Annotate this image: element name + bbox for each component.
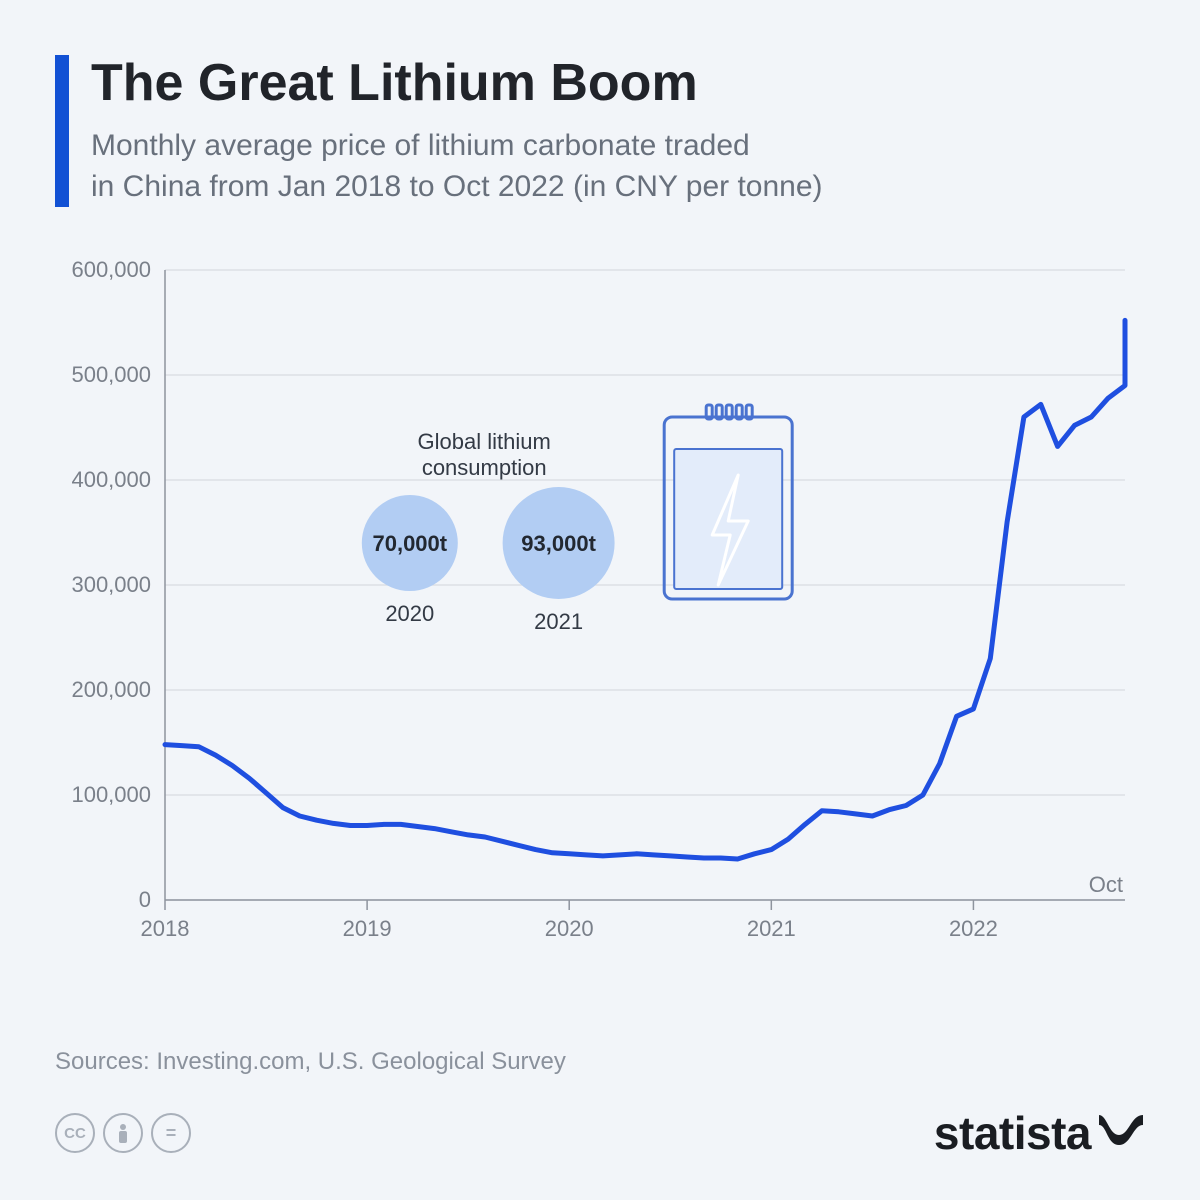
- nd-icon: =: [151, 1113, 191, 1153]
- svg-text:2020: 2020: [385, 601, 434, 626]
- svg-text:500,000: 500,000: [71, 362, 151, 387]
- sources-text: Sources: Investing.com, U.S. Geological …: [55, 1048, 1145, 1076]
- chart-area: 0 100,000 200,000 300,000 400,000 500,000 600,…: [55, 260, 1145, 970]
- license-icons: CC =: [55, 1113, 191, 1153]
- footer: Sources: Investing.com, U.S. Geological …: [55, 1048, 1145, 1160]
- statista-wave-icon: [1097, 1109, 1145, 1149]
- svg-text:2018: 2018: [141, 916, 190, 941]
- svg-text:Oct: Oct: [1089, 872, 1123, 897]
- svg-text:200,000: 200,000: [71, 677, 151, 702]
- cc-icon: CC: [55, 1113, 95, 1153]
- header: The Great Lithium Boom Monthly average p…: [55, 55, 1145, 207]
- svg-text:70,000t: 70,000t: [372, 531, 447, 556]
- svg-text:2021: 2021: [534, 609, 583, 634]
- svg-text:consumption: consumption: [422, 455, 547, 480]
- svg-text:2022: 2022: [949, 916, 998, 941]
- svg-text:300,000: 300,000: [71, 572, 151, 597]
- svg-text:400,000: 400,000: [71, 467, 151, 492]
- svg-text:2021: 2021: [747, 916, 796, 941]
- svg-text:2019: 2019: [343, 916, 392, 941]
- chart-subtitle: Monthly average price of lithium carbona…: [91, 126, 823, 207]
- accent-bar: [55, 55, 69, 207]
- svg-text:100,000: 100,000: [71, 782, 151, 807]
- by-icon: [103, 1113, 143, 1153]
- svg-text:0: 0: [139, 887, 151, 912]
- svg-text:93,000t: 93,000t: [521, 531, 596, 556]
- line-chart: 0 100,000 200,000 300,000 400,000 500,000 600,…: [55, 260, 1145, 970]
- svg-text:2020: 2020: [545, 916, 594, 941]
- chart-title: The Great Lithium Boom: [91, 55, 823, 112]
- svg-text:600,000: 600,000: [71, 260, 151, 282]
- svg-text:Global lithium: Global lithium: [418, 429, 551, 454]
- statista-logo: statista: [934, 1106, 1145, 1160]
- infographic-card: The Great Lithium Boom Monthly average p…: [0, 0, 1200, 1200]
